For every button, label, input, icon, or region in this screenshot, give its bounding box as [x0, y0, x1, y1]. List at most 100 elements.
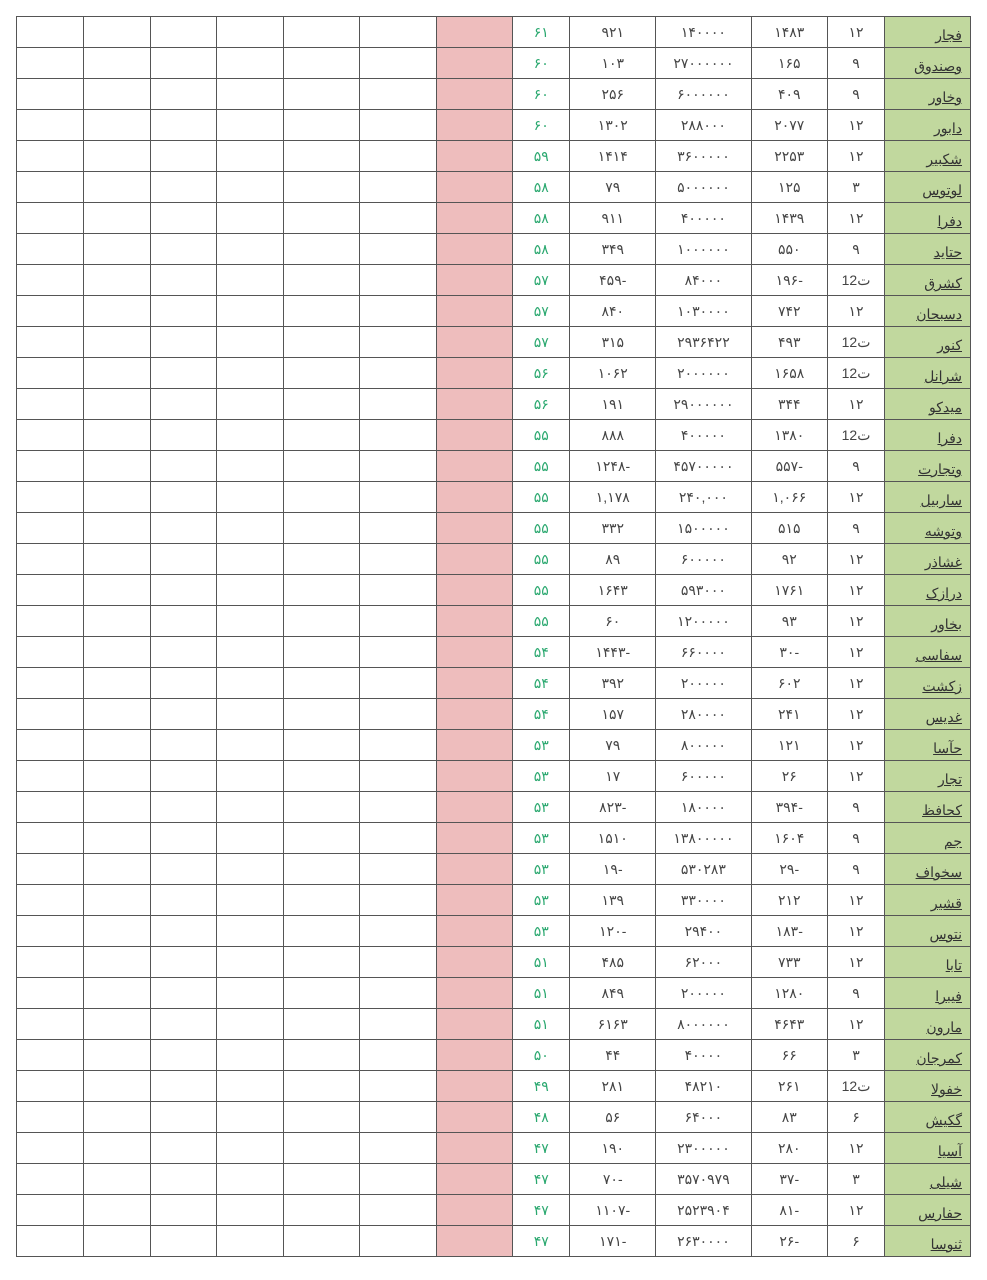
symbol-name[interactable]: دسبحان [885, 296, 971, 327]
symbol-name[interactable]: کمرجان [885, 1040, 971, 1071]
table-row: دابور۱۲۲۰۷۷۲۸۸۰۰۰۱۳۰۲۶۰ [17, 110, 971, 141]
symbol-name[interactable]: کشرق [885, 265, 971, 296]
value-1-cell: ۲۸۰ [751, 1133, 827, 1164]
symbol-name[interactable]: غدیس [885, 699, 971, 730]
symbol-name[interactable]: کحافظ [885, 792, 971, 823]
symbol-name[interactable]: مارون [885, 1009, 971, 1040]
value-2-cell: ۵۰۰۰۰۰۰ [656, 172, 751, 203]
period-cell: ۱۲ [827, 637, 884, 668]
value-2-cell: ۵۹۳۰۰۰ [656, 575, 751, 606]
symbol-name[interactable]: زکشت [885, 668, 971, 699]
value-2-cell: ۲۵۲۳۹۰۴ [656, 1195, 751, 1226]
symbol-name[interactable]: وتجارت [885, 451, 971, 482]
blank-cell [284, 947, 360, 978]
symbol-name[interactable]: ثنوسا [885, 1226, 971, 1257]
symbol-name[interactable]: تابا [885, 947, 971, 978]
symbol-name[interactable]: حفارس [885, 1195, 971, 1226]
symbol-name[interactable]: وخاور [885, 79, 971, 110]
symbol-name[interactable]: دفرا [885, 420, 971, 451]
table-row: بخاور۱۲۹۳۱۲۰۰۰۰۰۶۰۵۵ [17, 606, 971, 637]
blank-cell [284, 79, 360, 110]
period-cell: ۱۲ [827, 17, 884, 48]
value-2-cell: ۱۰۰۰۰۰۰ [656, 234, 751, 265]
symbol-name[interactable]: حآسا [885, 730, 971, 761]
value-3-cell: ۵۶ [570, 1102, 656, 1133]
symbol-name[interactable]: درازک [885, 575, 971, 606]
symbol-name[interactable]: میدکو [885, 389, 971, 420]
value-1-cell: -۲۹ [751, 854, 827, 885]
highlight-cell [436, 947, 512, 978]
symbol-name[interactable]: ساربیل [885, 482, 971, 513]
symbol-name[interactable]: دابور [885, 110, 971, 141]
blank-cell [284, 823, 360, 854]
score-cell: ۶۰ [513, 79, 570, 110]
symbol-name[interactable]: سفاسی [885, 637, 971, 668]
symbol-name[interactable]: کنور [885, 327, 971, 358]
symbol-name[interactable]: قشیر [885, 885, 971, 916]
blank-cell [17, 1133, 84, 1164]
value-3-cell: ۸۴۰ [570, 296, 656, 327]
blank-cell [360, 823, 436, 854]
value-1-cell: ۱۲۸۰ [751, 978, 827, 1009]
table-row: وتوشه۹۵۱۵۱۵۰۰۰۰۰۳۳۲۵۵ [17, 513, 971, 544]
blank-cell [217, 947, 284, 978]
symbol-name[interactable]: خفولا [885, 1071, 971, 1102]
value-1-cell: -۸۱ [751, 1195, 827, 1226]
symbol-name[interactable]: فیبرا [885, 978, 971, 1009]
symbol-name[interactable]: شکبیر [885, 141, 971, 172]
blank-cell [284, 668, 360, 699]
table-row: آسیا۱۲۲۸۰۲۳۰۰۰۰۰۱۹۰۴۷ [17, 1133, 971, 1164]
score-cell: ۵۷ [513, 327, 570, 358]
value-2-cell: ۶۶۰۰۰۰ [656, 637, 751, 668]
symbol-name[interactable]: دفرا [885, 203, 971, 234]
value-1-cell: -۳۷ [751, 1164, 827, 1195]
blank-cell [83, 296, 150, 327]
symbol-name[interactable]: تجار [885, 761, 971, 792]
symbol-name[interactable]: شرانل [885, 358, 971, 389]
symbol-name[interactable]: وصندوق [885, 48, 971, 79]
value-2-cell: ۱۵۰۰۰۰۰ [656, 513, 751, 544]
blank-cell [360, 885, 436, 916]
table-row: قشیر۱۲۲۱۲۳۳۰۰۰۰۱۳۹۵۳ [17, 885, 971, 916]
period-cell: ت12 [827, 265, 884, 296]
symbol-name[interactable]: فجار [885, 17, 971, 48]
symbol-name[interactable]: شیلی [885, 1164, 971, 1195]
blank-cell [360, 637, 436, 668]
table-row: شکبیر۱۲۲۲۵۳۳۶۰۰۰۰۰۱۴۱۴۵۹ [17, 141, 971, 172]
blank-cell [150, 606, 217, 637]
highlight-cell [436, 513, 512, 544]
symbol-name[interactable]: آسیا [885, 1133, 971, 1164]
highlight-cell [436, 141, 512, 172]
value-3-cell: ۱۵۷ [570, 699, 656, 730]
symbol-name[interactable]: سخواف [885, 854, 971, 885]
symbol-name[interactable]: وتوشه [885, 513, 971, 544]
table-row: غشاذر۱۲۹۲۶۰۰۰۰۰۸۹۵۵ [17, 544, 971, 575]
symbol-name[interactable]: بخاور [885, 606, 971, 637]
blank-cell [83, 17, 150, 48]
symbol-name[interactable]: نتوس [885, 916, 971, 947]
score-cell: ۵۰ [513, 1040, 570, 1071]
blank-cell [17, 823, 84, 854]
table-row: سخواف۹-۲۹۵۳۰۲۸۳-۱۹۵۳ [17, 854, 971, 885]
blank-cell [83, 1009, 150, 1040]
symbol-name[interactable]: حتاید [885, 234, 971, 265]
period-cell: ۱۲ [827, 575, 884, 606]
highlight-cell [436, 1009, 512, 1040]
symbol-name[interactable]: لوتوس [885, 172, 971, 203]
blank-cell [150, 420, 217, 451]
value-1-cell: ۲۰۷۷ [751, 110, 827, 141]
table-row: کحافظ۹-۳۹۴۱۸۰۰۰۰-۸۲۳۵۳ [17, 792, 971, 823]
blank-cell [284, 389, 360, 420]
symbol-name[interactable]: جم [885, 823, 971, 854]
blank-cell [284, 513, 360, 544]
highlight-cell [436, 544, 512, 575]
period-cell: ۳ [827, 1164, 884, 1195]
score-cell: ۴۹ [513, 1071, 570, 1102]
table-row: شرانلت12۱۶۵۸۲۰۰۰۰۰۰۱۰۶۲۵۶ [17, 358, 971, 389]
symbol-name[interactable]: غشاذر [885, 544, 971, 575]
period-cell: ۱۲ [827, 203, 884, 234]
blank-cell [360, 513, 436, 544]
value-3-cell: ۹۲۱ [570, 17, 656, 48]
value-1-cell: ۹۲ [751, 544, 827, 575]
symbol-name[interactable]: گکیش [885, 1102, 971, 1133]
